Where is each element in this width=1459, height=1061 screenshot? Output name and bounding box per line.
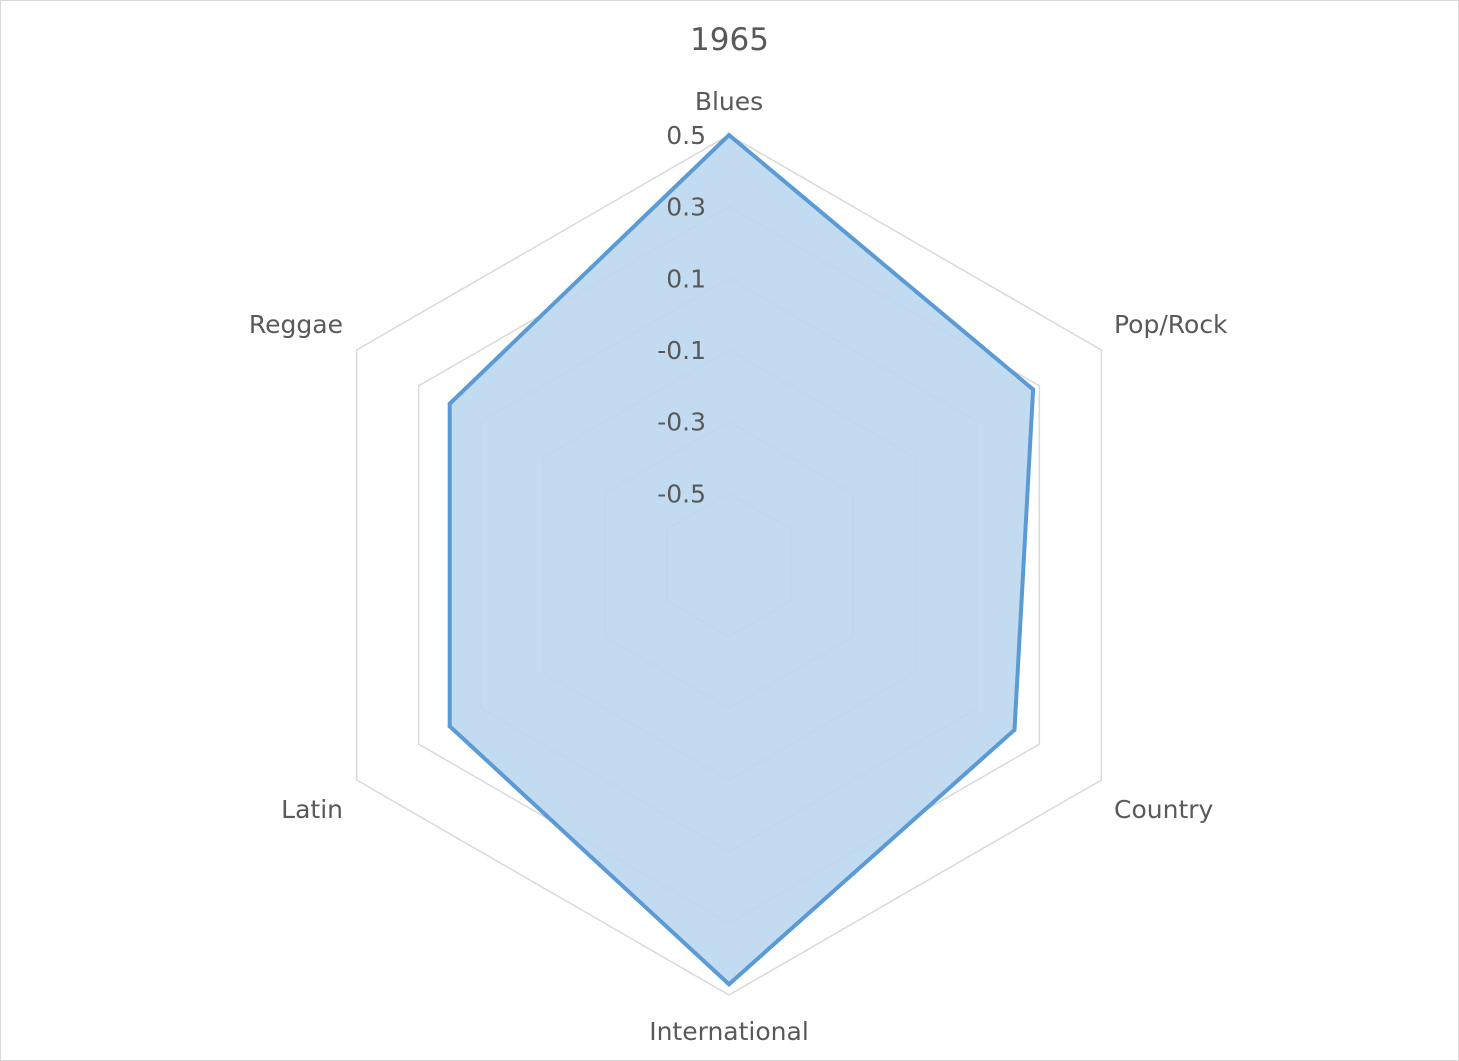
tick-label: -0.5	[657, 479, 706, 508]
tick-label: 0.1	[666, 264, 706, 293]
grid-ring	[355, 134, 1103, 996]
category-labels: Blues Pop/Rock Country International Latin Re…	[249, 87, 1228, 1046]
category-label-reggae: Reggae	[249, 310, 343, 339]
data-point-international	[727, 982, 731, 987]
category-label-pop-rock: Pop/Rock	[1114, 310, 1228, 339]
tick-label: 0.3	[666, 193, 706, 222]
series-area	[447, 132, 1036, 987]
data-point-pop-rock	[1031, 387, 1036, 392]
category-label-international: International	[649, 1017, 809, 1046]
tick-labels: 0.5 0.3 0.1 -0.1 -0.3 -0.5	[657, 121, 706, 508]
category-label-country: Country	[1114, 795, 1214, 824]
tick-label: -0.1	[657, 336, 706, 365]
data-point-country	[1012, 727, 1017, 732]
category-label-latin: Latin	[281, 795, 343, 824]
category-label-blues: Blues	[695, 87, 763, 116]
tick-label: 0.5	[666, 121, 706, 150]
chart-title: 1965	[690, 22, 769, 58]
tick-label: -0.3	[657, 408, 706, 437]
data-point-latin	[447, 724, 452, 729]
series-layer	[447, 132, 1036, 987]
data-point-reggae	[447, 401, 452, 406]
data-point-blues	[727, 133, 731, 137]
